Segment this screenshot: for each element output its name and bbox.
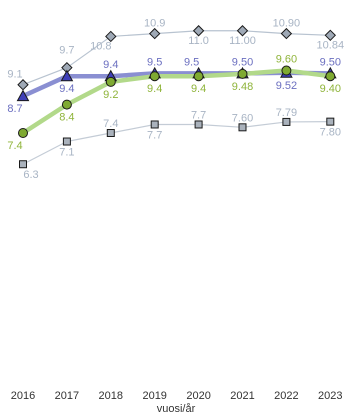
x-tick-label-2019: 2019 xyxy=(142,390,166,402)
point-marker-circle-2019 xyxy=(149,71,160,82)
x-tick-label-2016: 2016 xyxy=(11,390,35,402)
data-label-square-2021: 7.60 xyxy=(232,112,253,124)
series-lines xyxy=(20,30,333,165)
data-label-diamond-2022: 10.90 xyxy=(273,18,301,30)
data-label-circle-2020: 9.4 xyxy=(191,83,206,95)
x-tick-label-2021: 2021 xyxy=(230,390,254,402)
x-tick-label-2017: 2017 xyxy=(55,390,79,402)
data-label-triangle-2022: 9.52 xyxy=(276,80,297,92)
data-label-triangle-2020: 9.5 xyxy=(184,56,199,68)
point-marker-diamond-2022 xyxy=(280,27,293,40)
data-label-circle-2022: 9.60 xyxy=(276,54,297,66)
data-label-circle-2019: 9.4 xyxy=(147,83,162,95)
point-marker-diamond-2021 xyxy=(236,25,249,37)
series-line-square xyxy=(22,121,331,165)
data-label-triangle-2019: 9.5 xyxy=(147,56,162,68)
series-markers xyxy=(16,25,337,169)
point-marker-diamond-2019 xyxy=(148,27,161,40)
point-marker-diamond-2020 xyxy=(192,25,205,37)
data-label-diamond-2020: 11.0 xyxy=(188,35,209,47)
data-label-square-2023: 7.80 xyxy=(320,127,341,139)
data-label-circle-2021: 9.48 xyxy=(232,81,253,93)
series-line-circle xyxy=(20,68,333,136)
x-axis-label: vuosi/år xyxy=(157,403,196,415)
point-marker-square-2016 xyxy=(19,160,27,169)
x-tick-label-2020: 2020 xyxy=(186,390,210,402)
point-marker-circle-2017 xyxy=(61,99,72,110)
point-marker-diamond-2023 xyxy=(324,29,337,42)
point-marker-square-2021 xyxy=(238,123,247,132)
point-marker-circle-2023 xyxy=(325,71,336,82)
point-marker-square-2022 xyxy=(282,117,291,126)
data-label-square-2018: 7.4 xyxy=(103,118,118,130)
x-tick-label-2022: 2022 xyxy=(274,390,298,402)
data-label-diamond-2023: 10.84 xyxy=(317,39,345,51)
point-marker-circle-2016 xyxy=(18,128,28,138)
data-label-circle-2023: 9.40 xyxy=(320,83,341,95)
data-label-diamond-2021: 11.00 xyxy=(229,35,256,47)
data-label-diamond-2018: 10.8 xyxy=(90,40,111,52)
data-label-triangle-2018: 9.4 xyxy=(103,59,118,71)
point-marker-triangle-2016 xyxy=(16,89,30,102)
series-line-diamond xyxy=(22,30,331,86)
data-label-triangle-2017: 9.4 xyxy=(59,83,74,95)
data-label-triangle-2021: 9.50 xyxy=(232,56,253,68)
point-marker-square-2020 xyxy=(194,120,203,129)
point-marker-circle-2018 xyxy=(105,76,116,87)
point-marker-square-2019 xyxy=(150,120,159,129)
data-labels: 9.1 9.7 10.8 10.9 11.0 11.00 10.90 10.84 8.7 9.4 9… xyxy=(7,18,344,182)
data-label-triangle-2016: 8.7 xyxy=(7,103,22,115)
data-label-circle-2017: 8.4 xyxy=(59,112,74,124)
point-marker-square-2017 xyxy=(62,137,71,146)
point-marker-square-2018 xyxy=(106,129,115,137)
point-marker-diamond-2018 xyxy=(105,30,117,43)
data-label-circle-2016: 7.4 xyxy=(7,140,22,152)
data-label-triangle-2023: 9.50 xyxy=(320,56,341,68)
point-marker-circle-2021 xyxy=(237,68,248,79)
data-label-square-2016: 6.3 xyxy=(23,169,38,181)
point-marker-square-2023 xyxy=(326,117,335,126)
data-label-square-2019: 7.7 xyxy=(147,129,162,141)
point-marker-circle-2020 xyxy=(193,71,204,82)
x-axis-ticks: 2016 2017 2018 2019 2020 2021 2022 2023 xyxy=(11,390,343,402)
data-label-square-2020: 7.7 xyxy=(191,109,206,121)
point-marker-circle-2022 xyxy=(281,65,292,76)
data-label-diamond-2017: 9.7 xyxy=(59,45,74,57)
data-label-square-2022: 7.79 xyxy=(276,107,297,119)
x-tick-label-2023: 2023 xyxy=(318,390,342,402)
x-tick-label-2018: 2018 xyxy=(99,390,123,402)
data-label-diamond-2019: 10.9 xyxy=(144,18,165,30)
point-marker-triangle-2017 xyxy=(60,69,74,82)
point-marker-diamond-2016 xyxy=(17,79,29,91)
data-label-square-2017: 7.1 xyxy=(59,147,74,159)
data-label-circle-2018: 9.2 xyxy=(103,89,118,101)
data-label-diamond-2016: 9.1 xyxy=(7,69,22,81)
